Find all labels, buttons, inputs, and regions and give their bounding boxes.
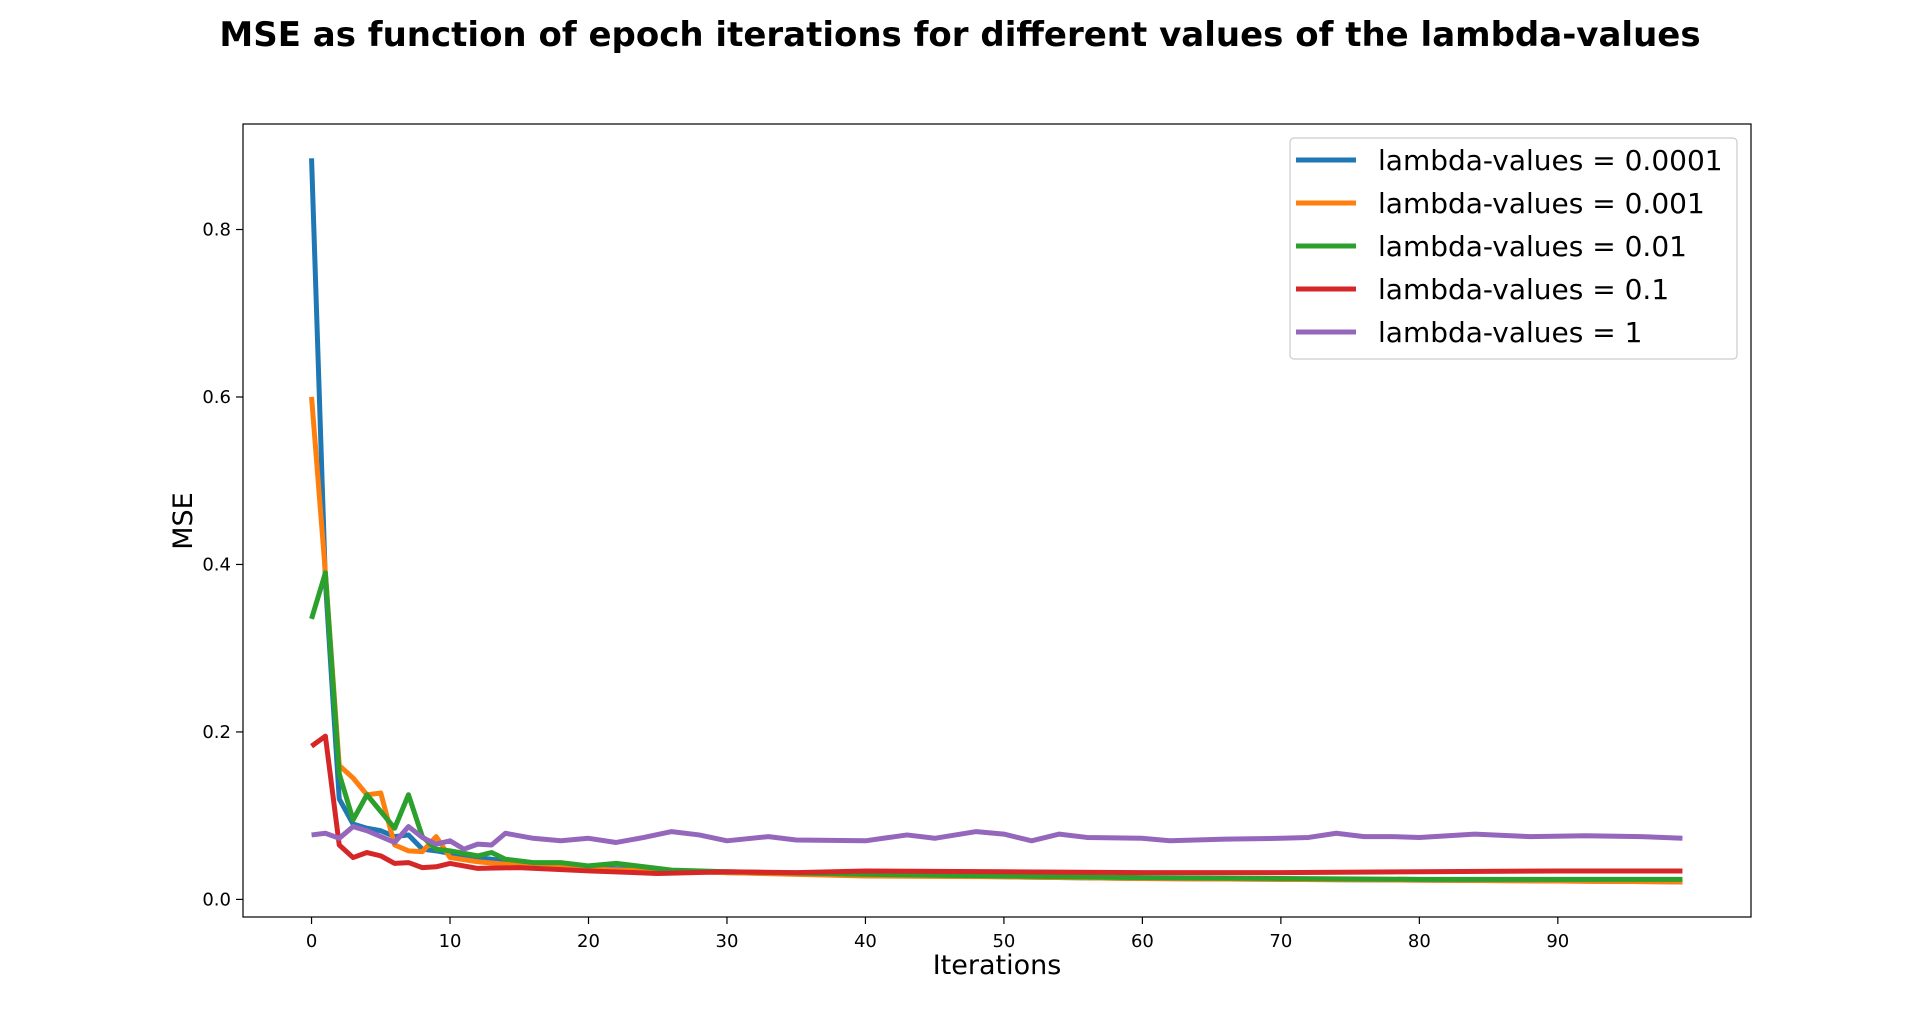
y-tick-label: 0.0 [202, 889, 231, 910]
legend-label-1: lambda-values = 0.0001 [1378, 144, 1723, 177]
x-tick-label: 0 [306, 931, 317, 952]
plot-frame [242, 123, 1752, 918]
series-line-3 [309, 570, 1683, 882]
x-axis: 0 10 20 30 40 50 60 70 80 90 [306, 917, 1569, 952]
x-tick-label: 10 [439, 931, 462, 952]
y-axis: 0.0 0.2 0.4 0.6 0.8 [202, 220, 243, 910]
series-line-5 [311, 824, 1683, 852]
x-tick-label: 90 [1546, 931, 1569, 952]
legend-items: lambda-values = 0.0001 lambda-values = 0.… [1296, 144, 1723, 349]
x-tick-label: 40 [854, 931, 877, 952]
y-tick-label: 0.6 [202, 387, 231, 408]
legend-label-2: lambda-values = 0.001 [1378, 187, 1705, 220]
chart-title: MSE as function of epoch iterations for … [219, 15, 1700, 55]
legend: lambda-values = 0.0001 lambda-values = 0.… [1289, 137, 1738, 360]
x-tick-label: 50 [992, 931, 1015, 952]
legend-label-5: lambda-values = 1 [1378, 316, 1642, 349]
x-tick-label: 20 [577, 931, 600, 952]
y-axis-label: MSE [168, 492, 199, 550]
x-tick-label: 30 [716, 931, 739, 952]
series-line-4 [310, 733, 1683, 876]
x-tick-label: 70 [1269, 931, 1292, 952]
y-tick-label: 0.2 [202, 722, 231, 743]
y-tick-label: 0.8 [202, 220, 231, 241]
legend-label-4: lambda-values = 0.1 [1378, 273, 1669, 306]
series-layer [309, 158, 1683, 885]
x-tick-label: 60 [1131, 931, 1154, 952]
x-tick-label: 80 [1408, 931, 1431, 952]
y-tick-label: 0.4 [202, 554, 231, 575]
legend-box [1289, 137, 1738, 360]
legend-label-3: lambda-values = 0.01 [1378, 230, 1687, 263]
x-axis-label: Iterations [933, 950, 1062, 981]
